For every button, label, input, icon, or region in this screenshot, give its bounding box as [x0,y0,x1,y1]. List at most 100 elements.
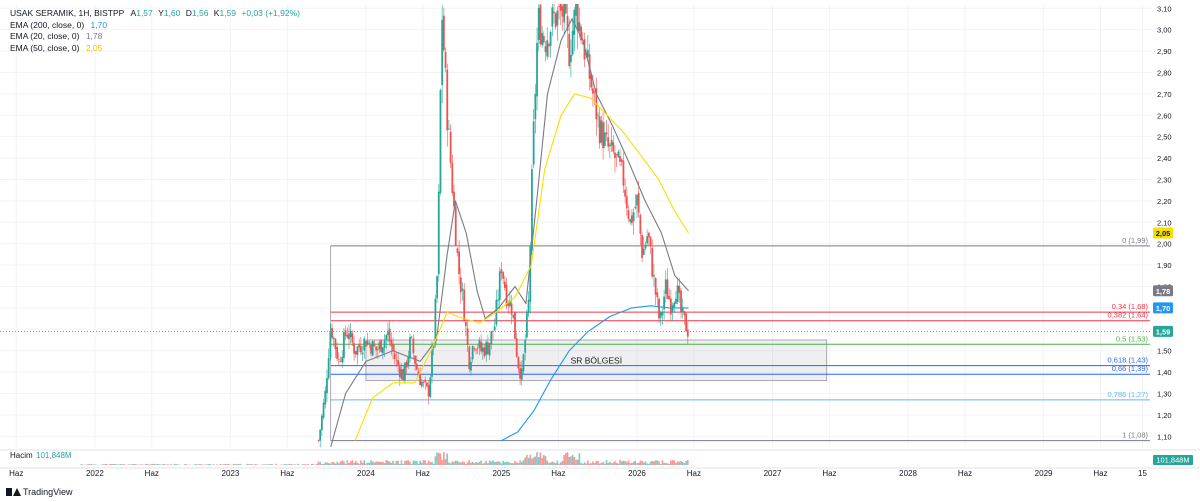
fib-level-label: 0,382 (1,64) [1108,311,1149,320]
volume-bar [353,462,355,465]
candle-body [547,44,550,47]
volume-bar [548,462,550,465]
volume-bar [656,460,659,465]
ema50-line [354,93,689,441]
candle-body [573,9,576,35]
candle-body [356,346,359,355]
volume-bar [166,464,169,465]
candle-body [490,331,493,345]
candle-body [663,296,665,310]
volume-bar [239,463,242,465]
volume-bar [485,460,488,465]
volume-bar [356,462,359,465]
candle-body [539,4,542,45]
candle-body [412,338,415,354]
price-badge-label: 1,70 [1156,304,1171,313]
ema50-value: 2,05 [85,42,103,53]
candle-body [334,338,337,350]
candle-body [480,341,483,352]
volume-bar [636,463,638,465]
candle-body [436,276,438,299]
volume-bar [185,464,188,465]
volume-label: Hacim [10,451,33,460]
price-tick-label: 2,90 [1157,47,1172,56]
candle-body [686,329,689,337]
volume-bar [149,464,152,465]
volume-bar [678,461,681,465]
volume-bar [400,460,403,465]
candle-body [437,191,440,275]
volume-bar [382,461,384,465]
volume-bar [380,461,382,465]
price-tick-label: 2,00 [1157,240,1172,249]
ema50-legend-row[interactable]: EMA (50, close, 0) 2,05 [10,43,300,55]
volume-bar [490,461,493,465]
candle-body [544,46,547,52]
price-tick-label: 3,10 [1157,4,1172,13]
candle-body [675,298,677,304]
candle-body [439,90,442,193]
candle-body [476,348,479,350]
volume-bar [437,452,440,465]
candle-body [581,42,584,45]
candle-body [402,369,405,381]
volume-bar [232,463,235,465]
candle-body [422,381,425,383]
candle-body [624,189,627,197]
volume-bar [648,463,650,465]
time-tick-label: Haz [1093,469,1107,478]
volume-bar [434,456,437,465]
ema20-legend-row[interactable]: EMA (20, close, 0) 1,78 [10,31,300,43]
candle-body [317,440,320,442]
volume-bar [614,461,616,465]
volume-bar [251,464,254,465]
candle-body [636,194,638,206]
tradingview-logo[interactable]: TradingView [6,487,73,497]
volume-bar [615,462,618,465]
volume-bar [448,462,450,465]
candle-body [353,343,355,354]
candle-body [637,193,640,213]
candle-body [529,245,532,302]
candle-body [524,339,527,353]
volume-bar [431,461,433,465]
candle-body [593,91,596,93]
volume-bar [588,463,591,465]
price-axis[interactable]: 1,101,201,301,401,501,601,701,801,902,00… [1157,4,1172,441]
volume-bar [261,464,264,465]
fibonacci-retracement[interactable]: 0 (1,99) 0,34 (1,68)0,382 (1,64) 0,5 (1,53… [330,236,1150,442]
volume-bar [94,464,96,465]
volume-bar [639,460,642,465]
volume-bar [534,456,537,465]
volume-bar [349,461,352,465]
candle-body [568,33,571,67]
volume-bar [575,459,577,465]
candle-body [380,339,383,353]
candle-body [641,234,643,259]
candle-body [525,311,528,338]
volume-bar [212,464,215,465]
volume-bar [399,463,401,465]
volume-bar [173,463,176,465]
candle-body [571,30,574,55]
volume-bar [236,464,238,465]
volume-bar [500,463,503,465]
candle-body [503,281,506,288]
candle-body [502,272,505,279]
volume-bar [127,464,130,465]
price-badge [1153,325,1173,337]
candle-body [563,4,566,23]
volume-bar [155,464,157,465]
candle-body [481,347,484,352]
ema200-legend-row[interactable]: EMA (200, close, 0) 1,70 [10,20,300,32]
volume-bar [246,463,249,465]
symbol-legend-row[interactable]: USAK SERAMIK, 1H, BISTPP A1,57 Y1,60 D1,… [10,8,300,20]
candle-body [603,132,606,146]
volume-bar [685,461,687,465]
volume-bar [270,464,272,465]
volume-bar [321,463,323,465]
volume-bar [436,452,438,465]
volume-bar [351,460,354,465]
time-axis[interactable]: Haz 2022 Haz 2023 Haz 2024 Haz 2025 Haz 2026 Haz 20… [0,467,1200,478]
